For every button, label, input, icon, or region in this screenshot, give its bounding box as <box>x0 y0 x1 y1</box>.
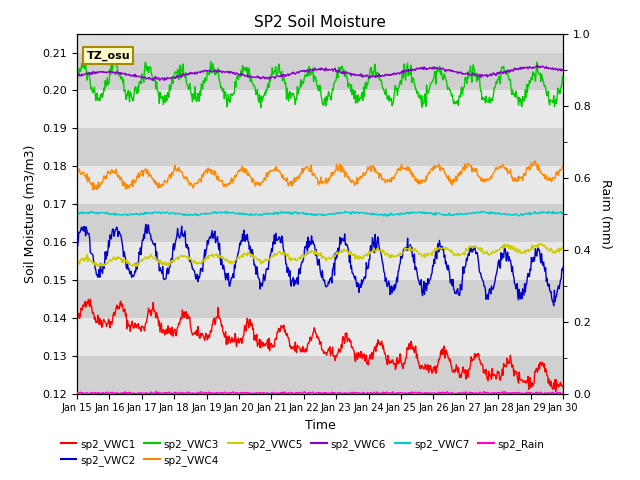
Y-axis label: Soil Moisture (m3/m3): Soil Moisture (m3/m3) <box>24 144 36 283</box>
Bar <box>77 52 563 90</box>
Bar <box>77 242 563 280</box>
Y-axis label: Raim (mm): Raim (mm) <box>598 179 611 249</box>
Bar <box>77 318 563 356</box>
Bar <box>77 204 563 242</box>
Bar <box>77 166 563 204</box>
X-axis label: Time: Time <box>305 419 335 432</box>
Bar <box>77 128 563 166</box>
Bar <box>77 280 563 318</box>
Bar <box>77 356 563 394</box>
Title: SP2 Soil Moisture: SP2 Soil Moisture <box>254 15 386 30</box>
Bar <box>77 90 563 128</box>
Legend: sp2_VWC1, sp2_VWC2, sp2_VWC3, sp2_VWC4, sp2_VWC5, sp2_VWC6, sp2_VWC7, sp2_Rain: sp2_VWC1, sp2_VWC2, sp2_VWC3, sp2_VWC4, … <box>56 434 549 470</box>
Text: TZ_osu: TZ_osu <box>86 51 130 61</box>
